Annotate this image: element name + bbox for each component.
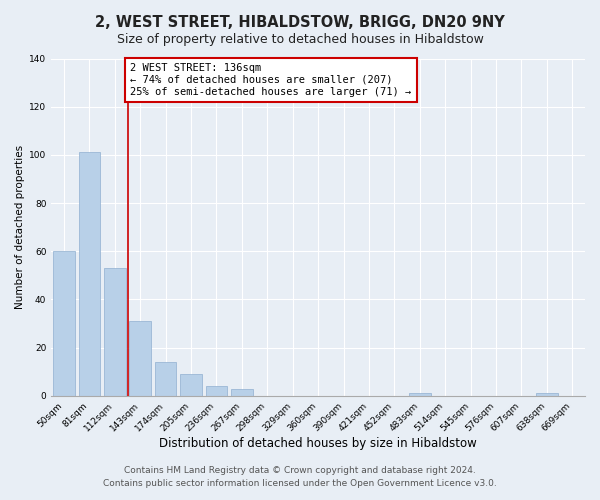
Bar: [79, 152, 100, 396]
Text: Contains HM Land Registry data © Crown copyright and database right 2024.
Contai: Contains HM Land Registry data © Crown c…: [103, 466, 497, 487]
Text: Size of property relative to detached houses in Hibaldstow: Size of property relative to detached ho…: [116, 32, 484, 46]
Bar: [409, 394, 431, 396]
Bar: [180, 374, 202, 396]
Bar: [155, 362, 176, 396]
Bar: [536, 394, 557, 396]
Y-axis label: Number of detached properties: Number of detached properties: [15, 145, 25, 310]
X-axis label: Distribution of detached houses by size in Hibaldstow: Distribution of detached houses by size …: [159, 437, 477, 450]
Bar: [53, 252, 75, 396]
Bar: [231, 388, 253, 396]
Bar: [104, 268, 125, 396]
Text: 2, WEST STREET, HIBALDSTOW, BRIGG, DN20 9NY: 2, WEST STREET, HIBALDSTOW, BRIGG, DN20 …: [95, 15, 505, 30]
Bar: [130, 321, 151, 396]
Text: 2 WEST STREET: 136sqm
← 74% of detached houses are smaller (207)
25% of semi-det: 2 WEST STREET: 136sqm ← 74% of detached …: [130, 64, 412, 96]
Bar: [206, 386, 227, 396]
